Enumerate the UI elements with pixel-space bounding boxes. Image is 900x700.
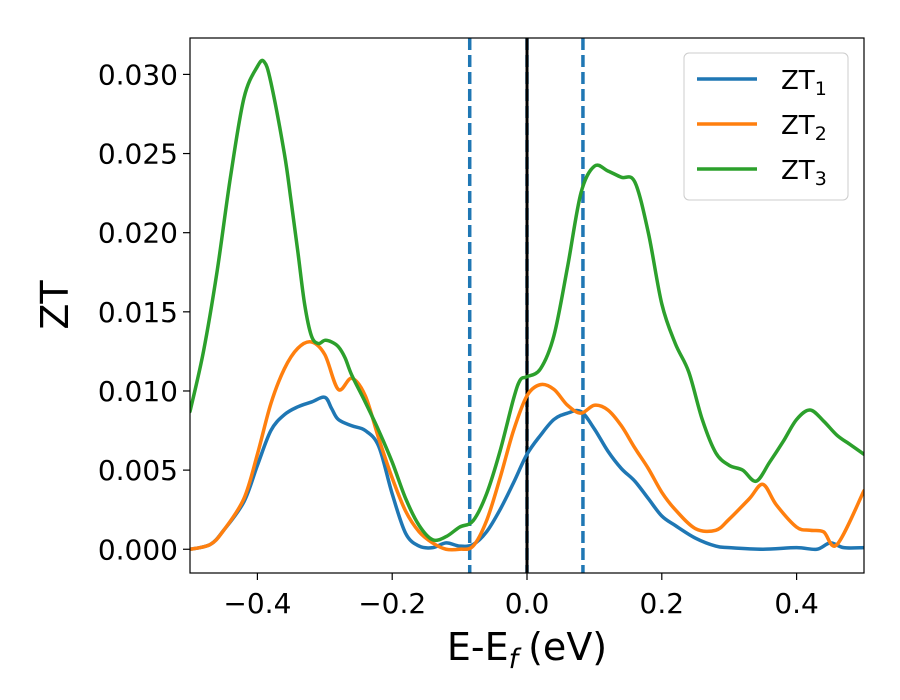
y-axis: 0.000 0.005 0.010 0.015 0.020 0.025 0.030: [98, 58, 190, 566]
legend-label-zt1: ZT1: [781, 66, 827, 100]
x-tick-label: 0.0: [505, 587, 550, 620]
legend-label-zt2: ZT2: [781, 111, 827, 145]
x-axis-title-unit: (eV): [528, 625, 607, 669]
x-axis-title-main: E-E: [447, 625, 509, 669]
legend-label-zt3: ZT3: [781, 156, 827, 190]
legend-label-zt3-main: ZT: [781, 156, 815, 186]
legend-label-zt3-subscript: 3: [815, 168, 827, 190]
y-tick-label: 0.010: [98, 375, 178, 408]
legend-box: [683, 52, 849, 201]
y-tick-label: 0.005: [98, 454, 178, 487]
x-tick-label: 0.4: [774, 587, 819, 620]
legend-label-zt1-subscript: 1: [815, 78, 827, 100]
reference-lines: [467, 38, 585, 573]
legend-label-zt1-main: ZT: [781, 66, 815, 96]
y-tick-label: 0.000: [98, 533, 178, 566]
x-tick-label: −0.4: [223, 587, 291, 620]
y-axis-title: ZT: [33, 280, 77, 330]
legend: ZT1 ZT2 ZT3: [683, 52, 849, 201]
y-tick-label: 0.015: [98, 296, 178, 329]
y-tick-label: 0.030: [98, 58, 178, 91]
series-line-zt3: [190, 58, 864, 543]
series-line-zt2: [190, 339, 864, 552]
x-tick-label: −0.2: [358, 587, 426, 620]
x-tick-label: 0.2: [640, 587, 685, 620]
legend-label-zt2-subscript: 2: [815, 123, 827, 145]
series-line-zt1: [190, 395, 864, 552]
x-axis-title: E-Ef (eV): [447, 625, 607, 675]
series-layer: [190, 58, 864, 552]
y-tick-label: 0.020: [98, 217, 178, 250]
y-tick-label: 0.025: [98, 138, 178, 171]
legend-label-zt2-main: ZT: [781, 111, 815, 141]
x-axis: −0.4 −0.2 0.0 0.2 0.4: [223, 573, 819, 620]
